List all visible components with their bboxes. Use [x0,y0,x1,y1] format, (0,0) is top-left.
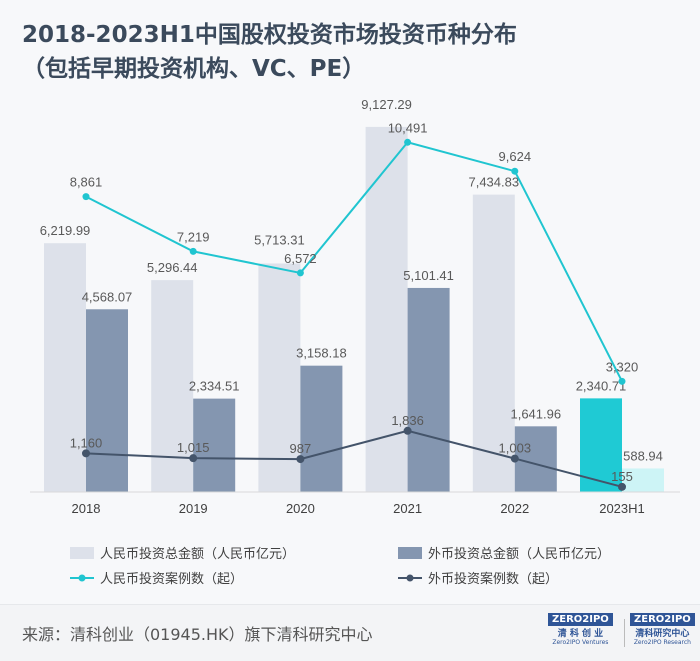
legend-swatch [398,547,422,559]
rmb-cases-point [82,193,90,201]
rmb-amount-bar [580,398,622,492]
rmb-amount-label: 7,434.83 [468,175,519,190]
foreign-amount-bar [514,426,557,492]
rmb-amount-bar [365,126,408,493]
chart-title: 2018-2023H1中国股权投资市场投资币种分布 （包括早期投资机构、VC、P… [22,22,517,82]
foreign-cases-point [403,426,412,435]
foreign-cases-point [510,454,519,463]
x-tick-label: 2022 [500,501,529,516]
rmb-amount-bar [472,194,515,492]
foreign-amount-label: 1,641.96 [510,406,561,421]
foreign-cases-label: 1,015 [177,440,210,455]
foreign-cases-label: 1,003 [499,441,532,456]
foreign-cases-label: 155 [611,469,633,484]
x-tick-label: 2021 [393,501,422,516]
foreign-amount-bar [86,309,128,492]
logo-divider [624,619,625,647]
legend-label: 人民币投资总金额（人民币亿元） [100,546,295,562]
foreign-cases-point [296,455,305,464]
foreign-cases-point [189,454,198,463]
rmb-cases-label: 10,491 [388,120,428,135]
x-tick-label: 2018 [72,501,101,516]
rmb-amount-bar [258,263,301,492]
foreign-amount-label: 2,334.51 [189,379,240,394]
legend-label: 外币投资总金额（人民币亿元） [428,546,610,562]
legend-marker [78,574,86,582]
rmb-amount-label: 9,127.29 [361,97,412,112]
rmb-cases-point [404,138,412,146]
legend-label: 外币投资案例数（起） [428,571,558,587]
rmb-amount-label: 6,219.99 [40,223,91,238]
rmb-cases-label: 3,320 [606,359,639,374]
rmb-cases-point [189,247,197,255]
rmb-amount-bar [151,280,194,492]
rmb-amount-label: 5,296.44 [147,260,198,275]
rmb-amount-label: 5,713.31 [254,232,305,247]
rmb-cases-point [618,377,626,385]
foreign-amount-bar [407,287,450,492]
rmb-amount-bar [44,243,86,492]
foreign-amount-label: 3,158.18 [296,346,347,361]
foreign-cases-label: 987 [290,441,312,456]
legend-label: 人民币投资案例数（起） [100,571,243,587]
legend-swatch [70,547,94,559]
rmb-cases-label: 8,861 [70,175,103,190]
rmb-cases-label: 6,572 [284,251,317,266]
foreign-cases-line [85,429,623,488]
rmb-cases-line [85,141,623,382]
foreign-cases-label: 1,836 [391,413,424,428]
x-tick-label: 2020 [286,501,315,516]
foreign-amount-label: 588.94 [623,448,663,463]
rmb-cases-point [296,269,304,277]
zero2ipo-ventures-logo: ZERO2IPO 清 科 创 业 Zero2IPO Ventures [548,613,613,646]
legend-marker [406,574,414,582]
foreign-amount-bar [193,398,236,492]
foreign-amount-bar [300,365,343,492]
rmb-cases-point [511,167,519,175]
source-text: 来源：清科创业（01945.HK）旗下清科研究中心 [22,625,373,644]
rmb-cases-label: 7,219 [177,229,210,244]
foreign-amount-label: 4,568.07 [82,289,133,304]
x-tick-label: 2019 [179,501,208,516]
x-tick-label: 2023H1 [599,501,645,516]
foreign-amount-label: 5,101.41 [403,268,454,283]
foreign-cases-label: 1,160 [70,435,103,450]
rmb-cases-label: 9,624 [499,149,532,164]
zero2ipo-research-logo: ZERO2IPO 清科研究中心 Zero2IPO Research [630,613,695,646]
chart: 6,219.99 4,568.07 2018 5,296.44 2,334.51 2019… [30,97,680,587]
foreign-cases-point [82,449,90,458]
foreign-amount-bar [622,468,664,492]
foreign-cases-point [618,482,626,491]
footer: 来源：清科创业（01945.HK）旗下清科研究中心 ZERO2IPO 清 科 创… [0,604,700,661]
rmb-amount-label: 2,340.71 [576,378,627,393]
